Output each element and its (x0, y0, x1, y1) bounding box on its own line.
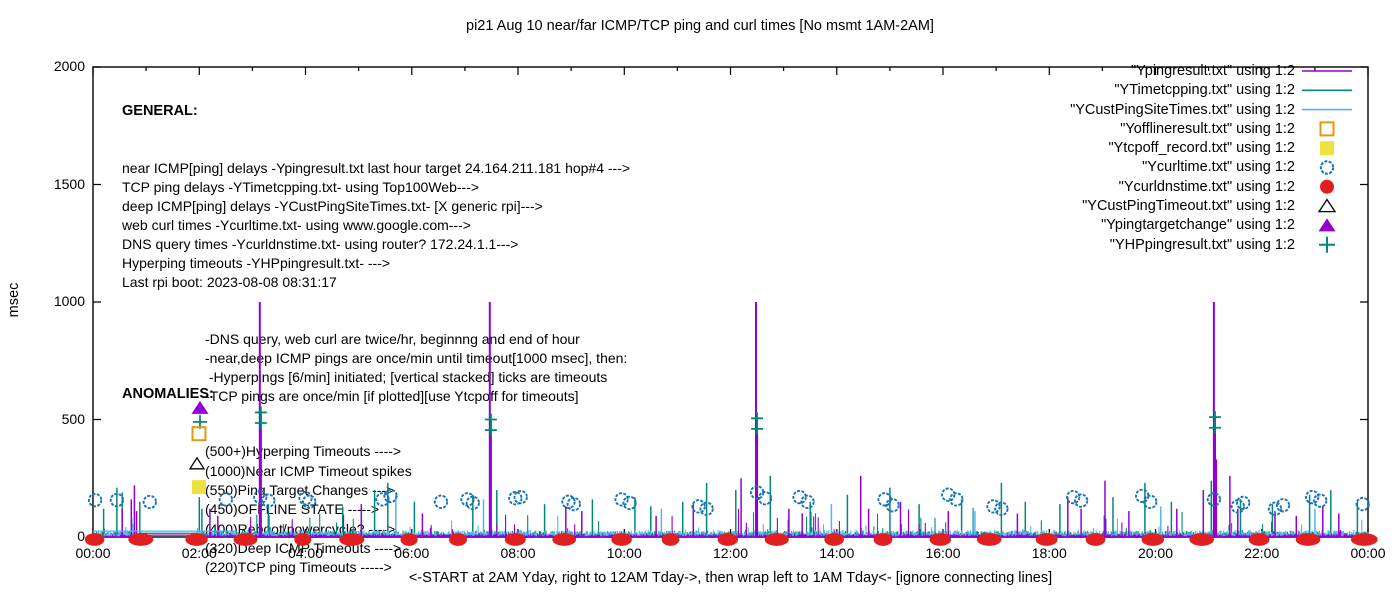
anomaly-lines: (500+)Hyperping Timeouts ----> (1000)Near… (122, 442, 412, 577)
anomalies-annotation-block: ANOMALIES: (500+)Hyperping Timeouts ----… (122, 346, 412, 600)
general-indented-line: -TCP pings are once/min [if plotted][use… (205, 388, 579, 404)
legend-label: "Ypingtargetchange" using 1:2 (1101, 217, 1295, 234)
x-tick-label: 08:00 (500, 545, 536, 561)
legend-label: "Ycurldnstime.txt" using 1:2 (1118, 178, 1295, 195)
series-timeouts-Ypingresult.txt (258, 302, 1218, 537)
general-line: Last rpi boot: 2023-08-08 08:31:17 (122, 274, 337, 290)
anomaly-markers (188, 400, 209, 495)
anomaly-line: (500+)Hyperping Timeouts ----> (205, 443, 402, 460)
plot-frame (92, 66, 1369, 538)
y-tick-label: 500 (61, 410, 85, 427)
anomaly-line: (1000)Near ICMP Timeout spikes (205, 462, 412, 479)
x-tick-label: 22:00 (1244, 545, 1280, 561)
general-indented-line: -Hyperpings [6/min] initiated; [vertical… (205, 369, 608, 385)
x-tick-label: 12:00 (712, 545, 749, 561)
y-tick-label: 1000 (53, 293, 85, 309)
legend-label: "YCustPingSiteTimes.txt" using 1:2 (1070, 101, 1295, 118)
series-markers-Ycurltime.txt (87, 485, 1370, 516)
chart-title: pi21 Aug 10 near/far ICMP/TCP ping and c… (466, 18, 934, 34)
series-spikes-YTimetcpping.txt (102, 475, 1359, 537)
x-tick-label: 04:00 (287, 545, 324, 561)
general-line: near ICMP[ping] delays -Ypingresult.txt … (122, 160, 631, 176)
legend-label: "Ytcpoff_record.txt" using 1:2 (1108, 140, 1295, 157)
x-tick-label: 00:00 (75, 545, 111, 561)
legend-label: "YHPpingresult.txt" using 1:2 (1109, 236, 1295, 253)
x-tick-label: 02:00 (181, 545, 217, 561)
offline-state-marker (191, 426, 207, 442)
x-tick-label: 00:00 (1350, 545, 1386, 561)
legend-markers (1302, 70, 1352, 253)
general-line: TCP ping delays -YTimetcpping.txt- using… (122, 179, 480, 195)
anomaly-line: (450)OFFLINE STATE -----> (205, 501, 380, 518)
legend-label: "Yofflineresult.txt" using 1:2 (1120, 120, 1295, 137)
x-tick-label: 06:00 (394, 545, 430, 561)
general-heading: GENERAL: (122, 103, 198, 119)
axis-ticks (92, 66, 1369, 538)
x-tick-label: 10:00 (606, 545, 642, 561)
anomaly-line: (550)Ping Target Changes ---> (205, 482, 395, 499)
legend-text-column: "Ypingresult.txt" using 1:2 "YTimetcpping… (1070, 62, 1295, 255)
general-indented-line: -DNS query, web curl are twice/hr, begin… (205, 331, 580, 347)
x-tick-label: 14:00 (819, 545, 855, 561)
series-spikes-YCustPingSiteTimes.txt (395, 494, 1316, 537)
general-line: deep ICMP[ping] delays -YCustPingSiteTim… (122, 198, 543, 214)
general-line: Hyperping timeouts -YHPpingresult.txt- -… (122, 255, 391, 271)
x-axis-caption: <-START at 2AM Yday, right to 12AM Tday-… (408, 570, 1053, 586)
general-indented-line: -near,deep ICMP pings are once/min until… (205, 350, 628, 366)
x-tick-label: 20:00 (1137, 545, 1174, 561)
general-line: web curl times -Ycurltime.txt- using www… (122, 217, 471, 233)
series-spikes-Ypingresult.txt (121, 475, 1340, 537)
general-lines: near ICMP[ping] delays -Ypingresult.txt … (122, 159, 630, 292)
legend-label: "Ycurltime.txt" using 1:2 (1142, 159, 1295, 176)
deep-icmp-timeout-marker (188, 456, 206, 470)
legend-label: "YCustPingTimeout.txt" using 1:2 (1082, 198, 1295, 215)
y-tick-label: 0 (77, 528, 85, 544)
x-tick-label: 16:00 (925, 545, 961, 561)
y-tick-label: 2000 (53, 58, 85, 74)
general-annotation-block: GENERAL: near ICMP[ping] delays -Ypingre… (122, 64, 630, 444)
general-indented-lines: -DNS query, web curl are twice/hr, begin… (205, 330, 630, 406)
anomaly-line: (220)TCP ping Timeouts -----> (205, 559, 392, 576)
series-markers-Ycurldnstime.txt (84, 533, 1378, 546)
y-tick-label: 1500 (53, 175, 85, 192)
anomalies-heading: ANOMALIES: (122, 385, 214, 402)
series-markers-YHPpingresult.txt (254, 406, 1221, 437)
ping-target-change-marker (191, 400, 209, 414)
tcp-ping-timeout-marker (192, 480, 206, 495)
general-line: DNS query times -Ycurldnstime.txt- using… (122, 236, 519, 252)
legend-label: "YTimetcpping.txt" using 1:2 (1114, 82, 1295, 99)
x-tick-label: 18:00 (1031, 545, 1067, 561)
